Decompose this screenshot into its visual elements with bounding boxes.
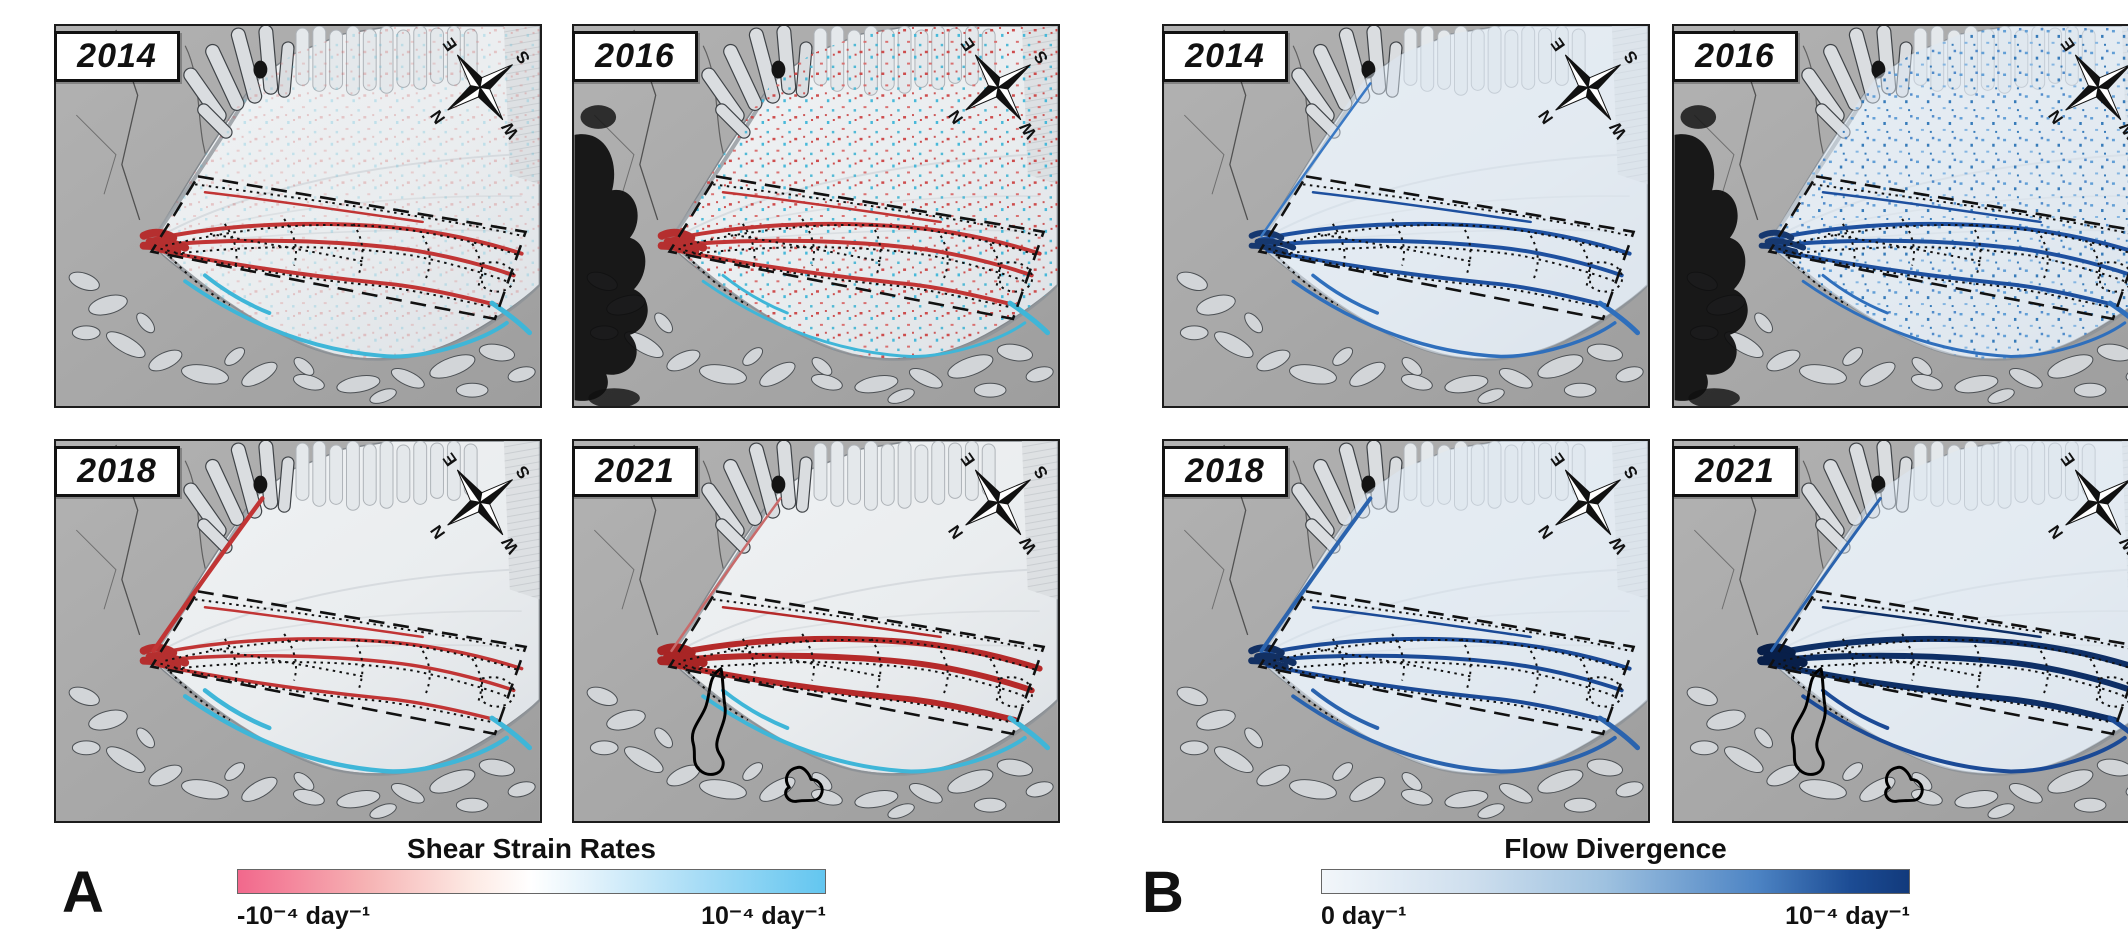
year-label-b-2018: 2018 xyxy=(1162,446,1288,498)
map-panel-b-2018: 2018 xyxy=(1162,439,1650,823)
map-b-2018 xyxy=(1164,441,1648,821)
map-b-2021 xyxy=(1674,441,2128,821)
map-a-2016 xyxy=(574,26,1058,406)
compass-icon xyxy=(1504,441,1648,588)
group-label-b: B xyxy=(1142,860,1184,925)
year-label-b-2014: 2014 xyxy=(1162,31,1288,83)
year-label-b-2021: 2021 xyxy=(1672,446,1798,498)
year-label-a-2021: 2021 xyxy=(572,446,698,498)
map-panel-a-2018: 2018 xyxy=(54,439,542,823)
colorbar-shear-strain xyxy=(237,869,826,894)
map-panel-a-2016: 2016 xyxy=(572,24,1060,408)
map-a-2014 xyxy=(56,26,540,406)
cloud-shadow xyxy=(574,105,648,406)
colorbar-title-flow-divergence: Flow Divergence xyxy=(1504,833,1727,864)
compass-icon xyxy=(2014,441,2128,588)
colorbar-title-shear-strain: Shear Strain Rates xyxy=(407,833,656,864)
year-label-a-2018: 2018 xyxy=(54,446,180,498)
compass-icon xyxy=(1504,26,1648,173)
compass-icon xyxy=(2014,26,2128,173)
map-panel-b-2021: 2021 xyxy=(1672,439,2128,823)
map-panel-b-2016: 2016 xyxy=(1672,24,2128,408)
colorbar-flow-divergence xyxy=(1321,869,1910,894)
colorbar-b-max-label: 10⁻⁴ day⁻¹ xyxy=(1785,902,1910,930)
colorbar-a-min-label: -10⁻⁴ day⁻¹ xyxy=(237,902,371,930)
group-label-a: A xyxy=(62,860,104,925)
map-a-2021 xyxy=(574,441,1058,821)
map-panel-b-2014: 2014 xyxy=(1162,24,1650,408)
map-b-2014 xyxy=(1164,26,1648,406)
compass-icon xyxy=(914,26,1058,173)
colorbar-b-min-label: 0 day⁻¹ xyxy=(1321,902,1407,930)
cloud-shadow xyxy=(1674,105,1748,406)
year-label-a-2014: 2014 xyxy=(54,31,180,83)
colorbar-a-max-label: 10⁻⁴ day⁻¹ xyxy=(701,902,826,930)
map-panel-a-2021: 2021 xyxy=(572,439,1060,823)
compass-icon xyxy=(914,441,1058,588)
map-b-2016 xyxy=(1674,26,2128,406)
compass-icon xyxy=(396,26,540,173)
map-a-2018 xyxy=(56,441,540,821)
compass-icon xyxy=(396,441,540,588)
year-label-b-2016: 2016 xyxy=(1672,31,1798,83)
map-panel-a-2014: 2014 xyxy=(54,24,542,408)
year-label-a-2016: 2016 xyxy=(572,31,698,83)
traced-outline xyxy=(690,667,824,803)
traced-outline xyxy=(1790,667,1924,803)
